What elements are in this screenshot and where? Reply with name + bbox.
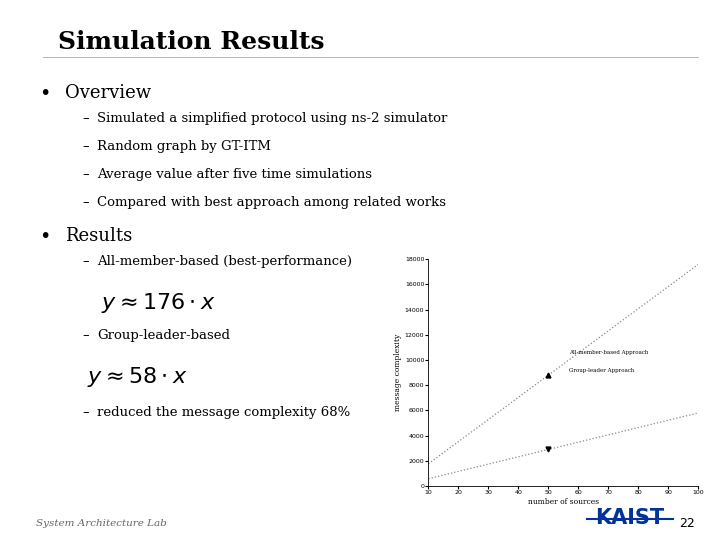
Text: Overview: Overview: [65, 84, 151, 102]
Text: reduced the message complexity 68%: reduced the message complexity 68%: [97, 406, 351, 419]
Text: All-member-based (best-performance): All-member-based (best-performance): [97, 255, 352, 268]
X-axis label: number of sources: number of sources: [528, 498, 599, 506]
Text: 22: 22: [679, 517, 695, 530]
Text: $y \approx 176 \cdot x$: $y \approx 176 \cdot x$: [101, 291, 216, 314]
Text: Random graph by GT-ITM: Random graph by GT-ITM: [97, 140, 271, 153]
Text: All-member-based Approach: All-member-based Approach: [569, 350, 648, 355]
Text: Simulated a simplified protocol using ns-2 simulator: Simulated a simplified protocol using ns…: [97, 112, 448, 125]
Y-axis label: message complexity: message complexity: [394, 334, 402, 411]
Text: Average value after five time simulations: Average value after five time simulation…: [97, 168, 372, 181]
Text: –: –: [83, 168, 89, 181]
Text: $y \approx 58 \cdot x$: $y \approx 58 \cdot x$: [86, 365, 187, 389]
Text: –: –: [83, 112, 89, 125]
Text: –: –: [83, 196, 89, 209]
Text: –: –: [83, 255, 89, 268]
Text: •: •: [40, 227, 51, 246]
Text: Group-leader Approach: Group-leader Approach: [569, 368, 634, 373]
Text: –: –: [83, 329, 89, 342]
Text: Compared with best approach among related works: Compared with best approach among relate…: [97, 196, 446, 209]
Text: –: –: [83, 406, 89, 419]
Text: •: •: [40, 84, 51, 103]
Text: Group-leader-based: Group-leader-based: [97, 329, 230, 342]
Text: KAIST: KAIST: [595, 508, 665, 528]
Text: –: –: [83, 140, 89, 153]
Text: Simulation Results: Simulation Results: [58, 30, 324, 53]
Text: System Architecture Lab: System Architecture Lab: [36, 519, 167, 528]
Text: Results: Results: [65, 227, 132, 245]
